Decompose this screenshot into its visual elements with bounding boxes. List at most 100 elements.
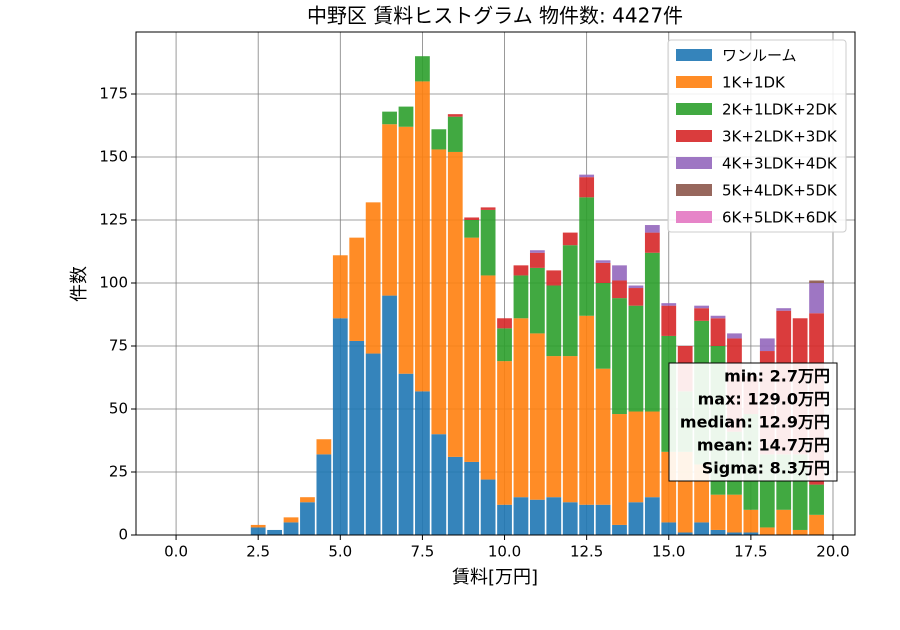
- bar-segment: [447, 456, 463, 535]
- y-tick-label: 25: [109, 462, 128, 480]
- stats-line: median: 12.9万円: [680, 413, 830, 432]
- legend-label: 4K+3LDK+4DK: [722, 155, 838, 173]
- bar-segment: [579, 315, 595, 505]
- bar-segment: [382, 124, 397, 296]
- bar-segment: [710, 315, 726, 319]
- bar-segment: [776, 308, 792, 311]
- bar-segment: [415, 56, 430, 82]
- bar-segment: [612, 265, 627, 281]
- bar-segment: [694, 522, 709, 535]
- bar-segment: [447, 116, 463, 152]
- bar-segment: [464, 461, 480, 535]
- bar-segment: [497, 361, 512, 505]
- bar-segment: [562, 245, 578, 357]
- bar-segment: [431, 434, 447, 535]
- bar-segment: [628, 502, 644, 535]
- bar-segment: [497, 328, 512, 362]
- bar-segment: [546, 497, 562, 535]
- bar-segment: [595, 368, 611, 505]
- bar-segment: [644, 252, 660, 412]
- bar-segment: [365, 202, 381, 354]
- bar-segment: [365, 353, 381, 535]
- bar-segment: [562, 356, 578, 503]
- bar-segment: [398, 126, 414, 374]
- bar-segment: [644, 232, 660, 253]
- bar-segment: [250, 524, 266, 528]
- bar-segment: [415, 391, 430, 535]
- stats-line: mean: 14.7万円: [697, 436, 830, 455]
- plot-frame: [135, 31, 856, 536]
- bar-segment: [710, 318, 726, 346]
- y-tick-label: 50: [109, 399, 128, 417]
- bar-segment: [694, 305, 709, 309]
- stats-line: min: 2.7万円: [724, 367, 830, 386]
- bar-segment: [480, 479, 496, 535]
- bar-segment: [710, 529, 726, 535]
- bar-segment: [546, 356, 562, 498]
- bar-segment: [612, 280, 627, 299]
- x-tick-label: 15.0: [652, 543, 685, 561]
- legend-swatch: [676, 157, 712, 169]
- legend-label: 6K+5LDK+6DK: [722, 209, 838, 227]
- y-tick-label: 125: [99, 210, 128, 228]
- y-tick-label: 175: [99, 84, 128, 102]
- bar-segment: [579, 177, 595, 198]
- y-tick-label: 100: [99, 273, 128, 291]
- bar-segment: [497, 318, 512, 329]
- bar-segment: [382, 111, 397, 125]
- bar-segment: [382, 295, 397, 535]
- stats-box: [668, 362, 838, 482]
- bar-segment: [529, 252, 545, 268]
- legend-label: ワンルーム: [722, 47, 797, 65]
- bar-segment: [579, 197, 595, 316]
- bar-segment: [579, 174, 595, 178]
- bar-segment: [595, 262, 611, 283]
- bar-segment: [628, 411, 644, 503]
- x-tick-label: 20.0: [816, 543, 849, 561]
- stats-line: Sigma: 8.3万円: [702, 459, 830, 478]
- bar-segment: [595, 260, 611, 263]
- y-tick-label: 150: [99, 147, 128, 165]
- bar-segment: [447, 151, 463, 457]
- bar-segment: [661, 522, 677, 535]
- bar-segment: [809, 514, 824, 535]
- bar-segment: [809, 280, 824, 283]
- x-tick-label: 17.5: [734, 543, 767, 561]
- bar-segment: [480, 209, 496, 276]
- bar-segment: [250, 527, 266, 535]
- bar-segment: [431, 129, 447, 150]
- bar-segment: [300, 497, 315, 503]
- x-tick-label: 7.5: [410, 543, 434, 561]
- x-tick-label: 10.0: [488, 543, 521, 561]
- legend-label: 2K+1LDK+2DK: [722, 101, 838, 119]
- bar-segment: [595, 282, 611, 369]
- bar-segment: [513, 275, 529, 319]
- stats-line: max: 129.0万円: [698, 390, 830, 409]
- bar-segment: [661, 303, 677, 306]
- bar-segment: [464, 217, 480, 220]
- legend-swatch: [676, 49, 712, 61]
- bar-segment: [809, 484, 824, 515]
- bar-segment: [644, 411, 660, 498]
- y-tick-label: 75: [109, 336, 128, 354]
- bar-segment: [529, 267, 545, 334]
- bar-segment: [809, 282, 824, 314]
- x-tick-label: 12.5: [570, 543, 603, 561]
- bar-segment: [529, 333, 545, 500]
- legend-label: 3K+2LDK+3DK: [722, 128, 838, 146]
- x-tick-label: 5.0: [328, 543, 352, 561]
- bar-segment: [579, 504, 595, 535]
- bar-segment: [546, 285, 562, 357]
- bar-segment: [513, 265, 529, 276]
- bar-segment: [431, 149, 447, 435]
- bar-segment: [562, 232, 578, 246]
- bar-segment: [727, 333, 742, 339]
- bar-segment: [349, 237, 365, 341]
- bar-segment: [513, 497, 529, 535]
- bar-segment: [628, 288, 644, 306]
- bar-segment: [529, 499, 545, 535]
- legend-swatch: [676, 130, 712, 142]
- legend-label: 1K+1DK: [722, 74, 786, 92]
- bar-segment: [612, 414, 627, 525]
- bar-segment: [300, 502, 315, 535]
